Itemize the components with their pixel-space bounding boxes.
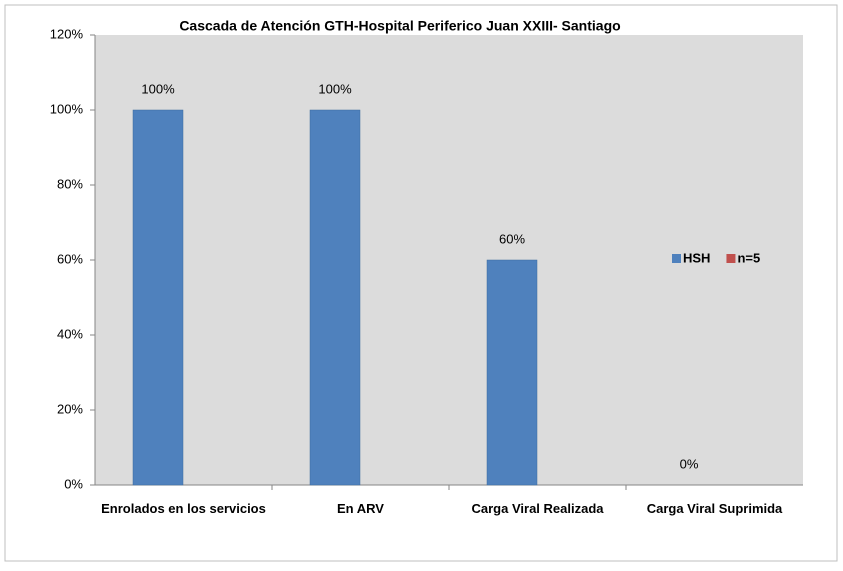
y-tick-label: 60%: [57, 251, 83, 266]
legend-label: n=5: [737, 250, 760, 265]
x-tick-label: En ARV: [337, 501, 384, 516]
data-label: 0%: [680, 456, 699, 471]
y-tick-label: 0%: [64, 476, 83, 491]
x-tick-label: Carga Viral Realizada: [471, 501, 604, 516]
y-tick-label: 80%: [57, 176, 83, 191]
data-label: 100%: [141, 81, 175, 96]
y-tick-label: 20%: [57, 401, 83, 416]
data-label: 100%: [318, 81, 352, 96]
plot-area: [95, 35, 803, 485]
y-tick-label: 40%: [57, 326, 83, 341]
legend-swatch: [672, 254, 681, 263]
data-label: 60%: [499, 231, 525, 246]
y-tick-label: 100%: [50, 101, 84, 116]
legend-label: HSH: [683, 250, 710, 265]
bar: [486, 259, 538, 486]
bar: [132, 109, 184, 486]
x-tick-label: Enrolados en los servicios: [101, 501, 266, 516]
x-tick-label: Carga Viral Suprimida: [646, 501, 783, 516]
legend-swatch: [726, 254, 736, 263]
y-tick-label: 120%: [50, 26, 84, 41]
bar: [309, 109, 361, 486]
chart-title: Cascada de Atención GTH-Hospital Perifer…: [179, 18, 620, 34]
